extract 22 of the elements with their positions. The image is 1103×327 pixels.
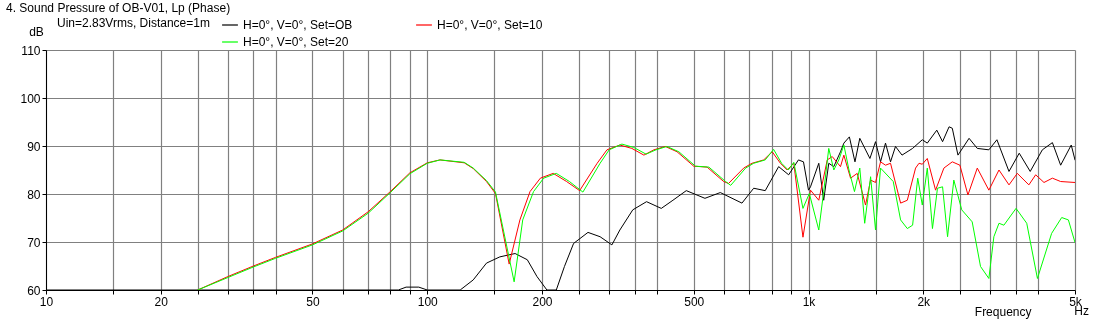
x-tick-label: 50: [306, 294, 320, 309]
x-tick-label: 200: [532, 294, 553, 309]
text: Hz: [1074, 304, 1089, 318]
y-tick-label: 90: [27, 139, 41, 154]
x-tick-label: 1k: [802, 294, 817, 309]
x-tick-label: 100: [417, 294, 439, 309]
y-tick-label: 100: [20, 91, 41, 106]
legend-label: H=0°, V=0°, Set=OB: [243, 18, 353, 32]
x-tick-label: 20: [154, 294, 169, 309]
legend-label: H=0°, V=0°, Set=20: [243, 35, 349, 49]
x-axis-title: Frequency: [974, 304, 1032, 319]
y-tick-label: 70: [27, 235, 41, 250]
y-tick-label: 110: [21, 43, 41, 58]
legend-label: H=0°, V=0°, Set=10: [437, 18, 543, 32]
y-tick-label: 80: [27, 187, 41, 202]
chart-title: 4. Sound Pressure of OB-V01, Lp (Phase): [6, 1, 231, 15]
x-tick-label: 10: [39, 294, 54, 309]
x-tick-label: 2k: [917, 294, 932, 309]
chart-subtitle: Uin=2.83Vrms, Distance=1m: [57, 16, 210, 30]
y-tick-label: 60: [27, 283, 41, 298]
y-axis-title: dB: [29, 24, 44, 39]
x-tick-label: 500: [684, 294, 705, 309]
